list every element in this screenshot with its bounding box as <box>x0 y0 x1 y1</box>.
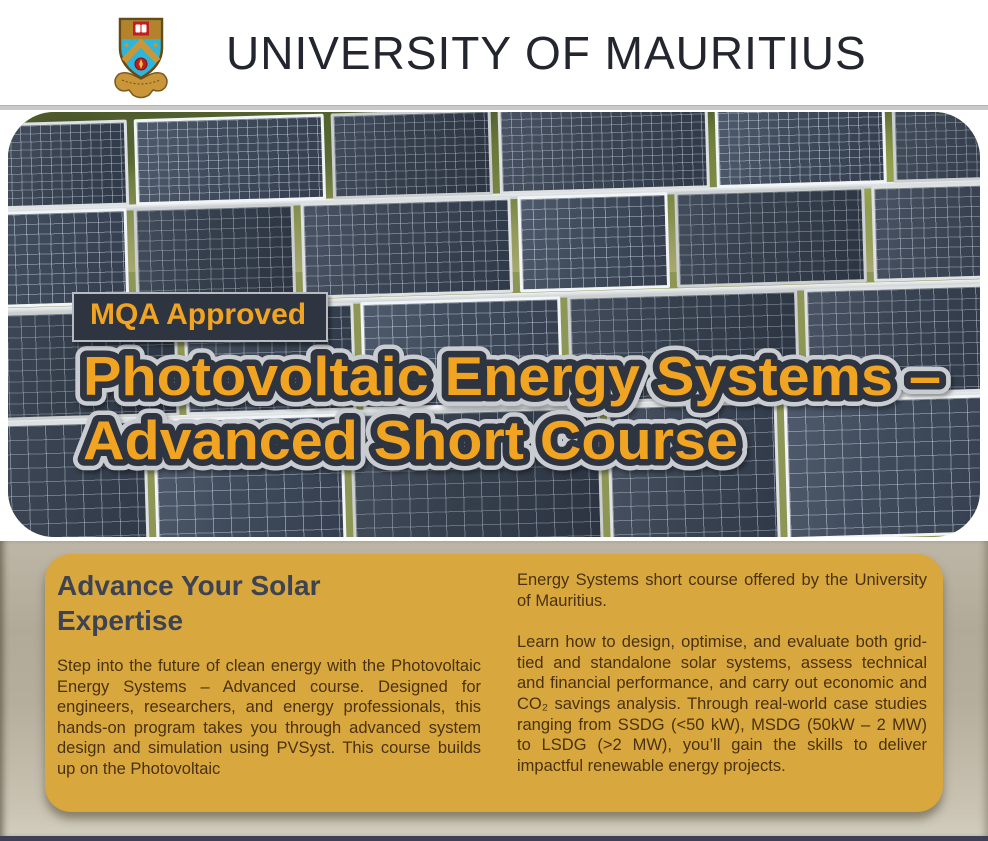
solar-panel <box>606 400 781 537</box>
solar-panel <box>349 405 604 537</box>
badge-label: MQA Approved <box>90 298 307 331</box>
section-heading: Advance Your Solar Expertise <box>57 570 321 636</box>
solar-panel <box>300 196 514 299</box>
solar-panel <box>783 393 980 537</box>
solar-panel <box>891 112 980 183</box>
solar-panel <box>714 112 887 189</box>
solar-panel <box>133 203 297 304</box>
solar-panel <box>8 419 150 537</box>
university-crest-icon <box>114 17 168 99</box>
footer-bar <box>0 836 988 841</box>
solar-panel <box>133 113 327 206</box>
solar-panel <box>497 112 710 195</box>
solar-panel <box>804 283 980 397</box>
solar-panel <box>674 186 868 288</box>
course-info-card: Advance Your Solar Expertise Step into t… <box>45 554 943 812</box>
details-paragraph: Learn how to design, optimise, and evalu… <box>517 633 927 775</box>
solar-panel <box>330 112 494 200</box>
intro-paragraph: Step into the future of clean energy wit… <box>57 657 481 778</box>
university-name: UNIVERSITY OF MAURITIUS <box>226 27 867 79</box>
solar-panel <box>871 180 980 282</box>
header-divider <box>0 105 988 110</box>
solar-panel <box>567 289 801 404</box>
solar-panel <box>8 119 130 210</box>
info-right-column: Energy Systems short course offered by t… <box>517 566 927 812</box>
solar-panel <box>152 413 347 537</box>
hero-photo: MQA Approved Photovoltaic Energy Systems… <box>8 112 980 537</box>
header: UNIVERSITY OF MAURITIUS <box>0 0 988 105</box>
info-section: Advance Your Solar Expertise Step into t… <box>0 541 988 836</box>
solar-panel <box>360 296 564 411</box>
info-left-column: Advance Your Solar Expertise Step into t… <box>57 566 481 812</box>
continuation-paragraph: Energy Systems short course offered by t… <box>517 571 927 610</box>
solar-panel <box>517 192 671 293</box>
mqa-approved-badge: MQA Approved <box>72 292 329 342</box>
